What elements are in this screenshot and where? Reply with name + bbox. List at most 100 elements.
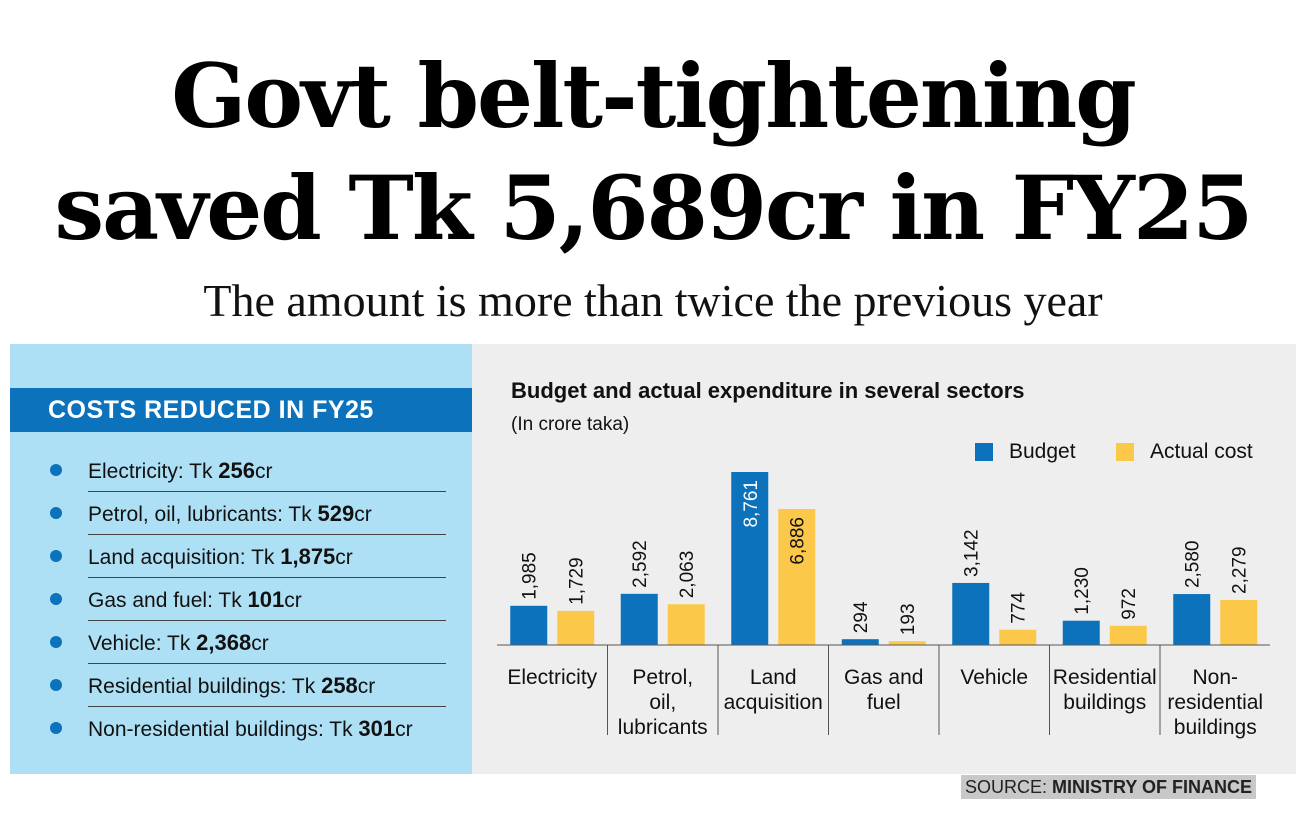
bar-actual	[1109, 625, 1147, 645]
cost-item-unit: cr	[357, 675, 376, 698]
costs-reduced-title: COSTS REDUCED IN FY25	[10, 388, 472, 432]
cost-item: Vehicle: Tk 2,368cr	[10, 621, 472, 664]
data-label: 2,279	[1230, 546, 1251, 594]
cost-item-text: Gas and fuel: Tk 101cr	[88, 578, 302, 621]
data-label: 193	[898, 603, 919, 635]
cost-item: Petrol, oil, lubricants: Tk 529cr	[10, 492, 472, 535]
cost-item-text: Residential buildings: Tk 258cr	[88, 664, 375, 707]
cost-item-label: Vehicle: Tk	[88, 632, 197, 655]
bar-actual	[778, 509, 816, 645]
cost-item-label: Non-residential buildings: Tk	[88, 718, 359, 741]
cost-item-value: 101	[247, 587, 285, 612]
legend-label-actual: Actual cost	[1150, 440, 1253, 463]
data-label: 3,142	[962, 529, 983, 577]
category-label: lubricants	[618, 716, 708, 739]
data-label: 2,580	[1183, 541, 1204, 589]
data-label: 2,592	[630, 540, 651, 588]
cost-item-text: Petrol, oil, lubricants: Tk 529cr	[88, 492, 372, 535]
chart-subtitle: (In crore taka)	[511, 414, 630, 435]
headline-line-1: Govt belt-tightening	[171, 44, 1137, 148]
legend-label-budget: Budget	[1009, 440, 1076, 463]
bar-actual	[557, 610, 595, 645]
bar-actual	[1220, 599, 1258, 645]
cost-item-value: 258	[321, 673, 358, 698]
cost-item-text: Electricity: Tk 256cr	[88, 449, 273, 492]
divider	[88, 577, 446, 578]
bar-actual	[667, 604, 705, 645]
category-label: buildings	[1063, 691, 1146, 714]
bar-budget	[620, 593, 658, 645]
data-label: 294	[851, 601, 872, 633]
cost-item: Residential buildings: Tk 258cr	[10, 664, 472, 707]
category-label: Gas and	[844, 666, 923, 689]
data-label: 2,063	[677, 551, 698, 599]
data-label: 8,761	[741, 480, 762, 528]
data-label: 774	[1009, 592, 1030, 624]
category-label: Electricity	[507, 666, 597, 689]
source-name: MINISTRY OF FINANCE	[1052, 777, 1253, 797]
data-label: 972	[1119, 588, 1140, 620]
bar-actual	[999, 629, 1037, 645]
bullet-icon	[50, 550, 62, 562]
chart-title: Budget and actual expenditure in several…	[511, 378, 1025, 403]
category-label: Land	[750, 666, 797, 689]
cost-item-label: Residential buildings: Tk	[88, 675, 322, 698]
costs-reduced-list: Electricity: Tk 256cr Petrol, oil, lubric…	[10, 449, 472, 750]
cost-item-value: 256	[218, 458, 256, 483]
divider	[88, 620, 446, 621]
cost-item-text: Land acquisition: Tk 1,875cr	[88, 535, 353, 578]
category-label: Petrol,	[632, 666, 693, 689]
chart-panel	[472, 344, 1296, 774]
data-label: 6,886	[788, 517, 809, 565]
cost-item: Gas and fuel: Tk 101cr	[10, 578, 472, 621]
cost-item-value: 1,875	[280, 544, 336, 569]
source-prefix: SOURCE:	[964, 777, 1052, 797]
bar-budget	[731, 472, 769, 645]
cost-item-value: 529	[317, 501, 355, 526]
category-label: Residential	[1053, 666, 1157, 689]
bullet-icon	[50, 464, 62, 476]
category-label: acquisition	[724, 691, 823, 714]
category-label: residential	[1167, 691, 1263, 714]
divider	[88, 491, 446, 492]
bar-budget	[510, 605, 548, 645]
cost-item: Electricity: Tk 256cr	[10, 449, 472, 492]
divider	[88, 534, 446, 535]
legend-swatch-actual	[1116, 443, 1134, 461]
cost-item-label: Petrol, oil, lubricants: Tk	[88, 503, 318, 526]
cost-item-value: 2,368	[196, 630, 252, 655]
bullet-icon	[50, 679, 62, 691]
bar-budget	[841, 639, 879, 645]
cost-item-unit: cr	[251, 632, 269, 655]
bar-budget	[952, 582, 990, 645]
divider	[88, 706, 446, 707]
cost-item-unit: cr	[284, 589, 302, 612]
bullet-icon	[50, 636, 62, 648]
bar-budget	[1062, 620, 1100, 645]
bullet-icon	[50, 507, 62, 519]
subheadline: The amount is more than twice the previo…	[203, 275, 1103, 326]
cost-item: Non-residential buildings: Tk 301cr	[10, 707, 472, 750]
legend-swatch-budget	[975, 443, 993, 461]
cost-item-value: 301	[358, 716, 396, 741]
cost-item-label: Electricity: Tk	[88, 460, 219, 483]
cost-item-label: Land acquisition: Tk	[88, 546, 281, 569]
legend-item-budget: Budget	[975, 440, 1076, 464]
cost-item-text: Vehicle: Tk 2,368cr	[88, 621, 269, 664]
bar-budget	[1173, 594, 1211, 645]
cost-item: Land acquisition: Tk 1,875cr	[10, 535, 472, 578]
cost-item-unit: cr	[255, 460, 273, 483]
costs-reduced-panel: COSTS REDUCED IN FY25 Electricity: Tk 25…	[10, 344, 472, 774]
bullet-icon	[50, 722, 62, 734]
category-label: fuel	[867, 691, 901, 714]
category-label: Non-	[1192, 666, 1238, 689]
headline-line-2: saved Tk 5,689cr in FY25	[54, 156, 1254, 260]
cost-item-unit: cr	[354, 503, 372, 526]
data-label: 1,230	[1072, 567, 1093, 615]
divider	[88, 663, 446, 664]
category-label: Vehicle	[960, 666, 1028, 689]
bar-actual	[888, 641, 926, 645]
category-label: buildings	[1174, 716, 1257, 739]
data-label: 1,729	[567, 557, 588, 605]
cost-item-label: Gas and fuel: Tk	[88, 589, 248, 612]
